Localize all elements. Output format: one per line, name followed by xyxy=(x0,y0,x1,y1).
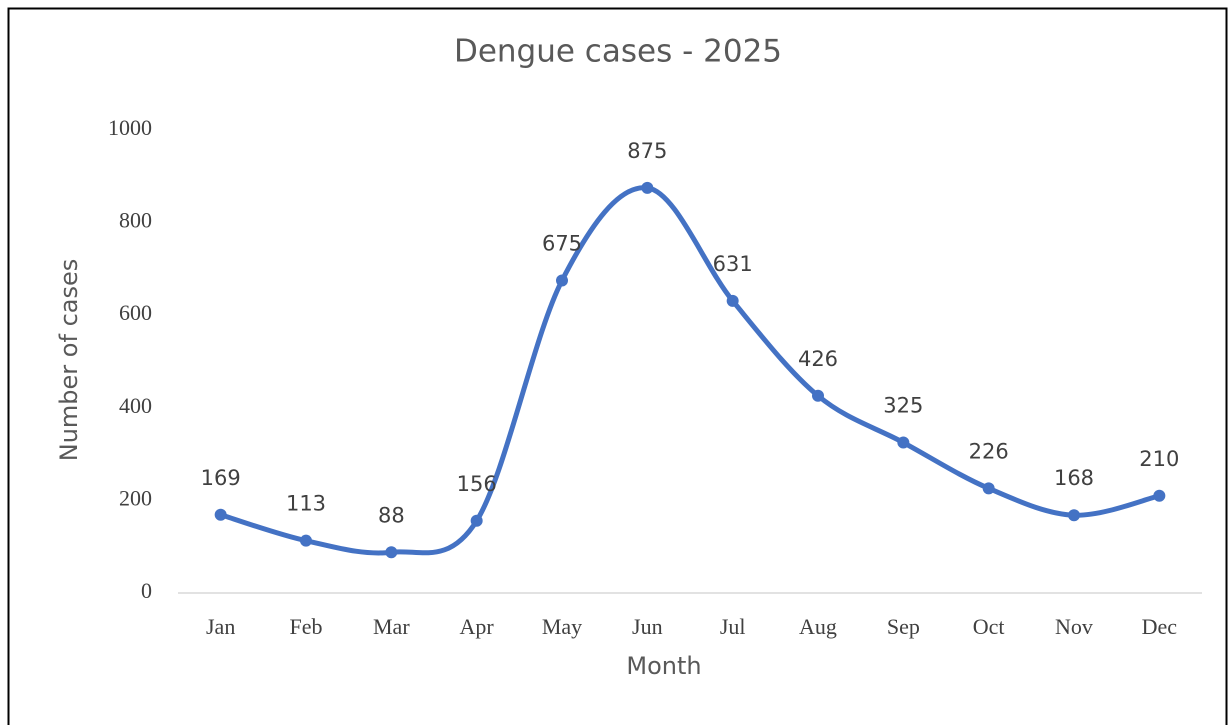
x-tick-label: Dec xyxy=(1142,614,1178,639)
point-marker xyxy=(726,294,739,307)
y-tick-label: 600 xyxy=(119,300,152,325)
x-tick-label: Nov xyxy=(1055,614,1093,639)
point-marker xyxy=(982,482,995,495)
point-marker xyxy=(1068,509,1080,522)
data-label: 426 xyxy=(798,347,838,371)
x-tick-label: Jul xyxy=(720,614,746,639)
point-marker xyxy=(556,274,568,287)
data-label: 875 xyxy=(627,139,667,163)
data-label: 113 xyxy=(286,492,326,516)
chart-frame xyxy=(7,7,1228,725)
data-label: 675 xyxy=(542,231,582,255)
data-label: 168 xyxy=(1054,466,1094,490)
x-tick-label: Oct xyxy=(973,614,1005,639)
y-tick-label: 800 xyxy=(119,208,152,233)
point-marker xyxy=(385,546,398,559)
point-marker xyxy=(641,181,654,194)
data-label: 88 xyxy=(378,503,405,527)
y-tick-label: 400 xyxy=(119,393,152,418)
point-marker xyxy=(1153,489,1166,502)
y-tick-label: 1000 xyxy=(108,115,152,140)
x-tick-label: Jan xyxy=(206,614,235,639)
x-tick-label: Jun xyxy=(632,614,663,639)
x-tick-label: Feb xyxy=(290,614,323,639)
point-marker xyxy=(300,534,312,547)
y-axis-title: Number of cases xyxy=(55,259,83,461)
data-label: 325 xyxy=(883,394,923,418)
x-tick-label: Apr xyxy=(460,614,495,639)
x-tick-label: May xyxy=(542,614,582,639)
chart-title: Dengue cases - 2025 xyxy=(454,34,782,70)
x-tick-label: Sep xyxy=(887,614,920,639)
data-label: 631 xyxy=(713,252,753,276)
point-marker xyxy=(897,436,910,449)
y-tick-label: 200 xyxy=(119,485,152,510)
x-tick-label: Mar xyxy=(373,614,410,639)
y-tick-label: 0 xyxy=(141,578,152,603)
x-axis-title: Month xyxy=(626,652,701,680)
point-marker xyxy=(812,389,824,402)
data-label: 169 xyxy=(201,466,241,490)
data-label: 226 xyxy=(969,439,1009,463)
x-tick-label: Aug xyxy=(799,614,837,639)
data-label: 156 xyxy=(457,472,497,496)
point-marker xyxy=(470,514,483,527)
data-label: 210 xyxy=(1139,447,1179,471)
point-marker xyxy=(214,508,227,521)
